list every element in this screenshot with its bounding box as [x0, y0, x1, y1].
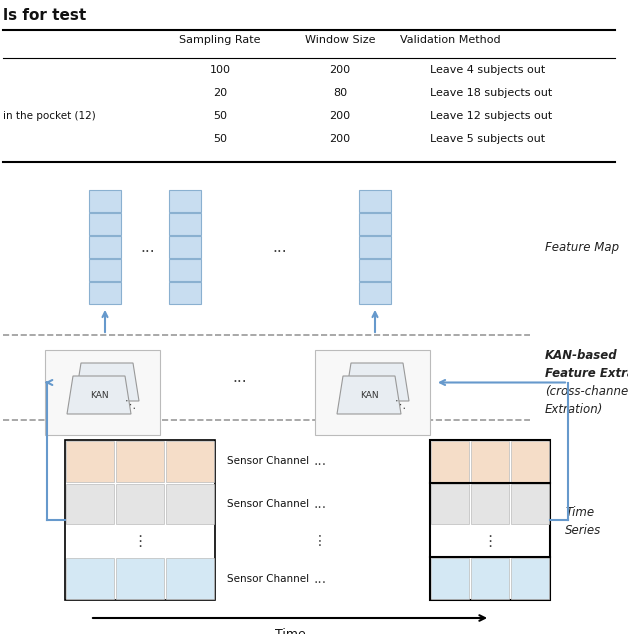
Bar: [89, 282, 121, 304]
Text: Leave 4 subjects out: Leave 4 subjects out: [430, 65, 545, 75]
Bar: [169, 236, 201, 258]
Text: Feature Map: Feature Map: [545, 241, 619, 254]
Bar: [359, 190, 391, 212]
Bar: [45, 350, 160, 435]
Bar: [430, 440, 550, 600]
Text: 200: 200: [330, 134, 350, 144]
Text: KAN: KAN: [90, 391, 108, 399]
Bar: [169, 282, 201, 304]
Text: Validation Method: Validation Method: [399, 35, 501, 45]
Bar: [116, 559, 164, 599]
Text: Leave 12 subjects out: Leave 12 subjects out: [430, 111, 552, 121]
Polygon shape: [337, 376, 401, 414]
Bar: [65, 440, 215, 600]
Text: Sensor Channel: Sensor Channel: [227, 456, 309, 467]
Bar: [89, 213, 121, 235]
Bar: [431, 441, 469, 482]
Text: KAN: KAN: [367, 377, 386, 387]
Bar: [116, 484, 164, 524]
Text: ...: ...: [273, 240, 288, 255]
Bar: [66, 559, 114, 599]
Bar: [116, 441, 164, 482]
Bar: [66, 484, 114, 524]
Text: ...: ...: [141, 240, 155, 255]
Bar: [315, 350, 430, 435]
Bar: [359, 282, 391, 304]
Bar: [359, 236, 391, 258]
Text: Sampling Rate: Sampling Rate: [179, 35, 261, 45]
Bar: [89, 259, 121, 281]
Text: Feature Extractor: Feature Extractor: [545, 367, 628, 380]
Text: ⋮: ⋮: [133, 534, 148, 549]
Bar: [359, 213, 391, 235]
Text: ...: ...: [233, 370, 247, 385]
Bar: [166, 441, 214, 482]
Text: 200: 200: [330, 111, 350, 121]
Bar: [511, 484, 549, 524]
Bar: [166, 559, 214, 599]
Text: 20: 20: [213, 88, 227, 98]
Text: Sensor Channel: Sensor Channel: [227, 499, 309, 509]
Polygon shape: [75, 363, 139, 401]
Bar: [511, 441, 549, 482]
Text: 100: 100: [210, 65, 230, 75]
Text: ⋱: ⋱: [124, 400, 136, 410]
Text: ⋱: ⋱: [394, 400, 406, 410]
Bar: [166, 484, 214, 524]
Bar: [169, 213, 201, 235]
Text: Time: Time: [565, 505, 594, 519]
Text: Extration): Extration): [545, 403, 604, 416]
Text: KAN: KAN: [360, 391, 378, 399]
Bar: [169, 190, 201, 212]
Text: (cross-channel: (cross-channel: [545, 385, 628, 398]
Bar: [169, 259, 201, 281]
Bar: [431, 559, 469, 599]
Text: Sensor Channel: Sensor Channel: [227, 574, 309, 584]
Text: Time: Time: [274, 628, 305, 634]
Bar: [431, 484, 469, 524]
Text: Leave 18 subjects out: Leave 18 subjects out: [430, 88, 552, 98]
Text: Leave 5 subjects out: Leave 5 subjects out: [430, 134, 545, 144]
Text: 200: 200: [330, 65, 350, 75]
Bar: [471, 441, 509, 482]
Text: KAN: KAN: [98, 377, 116, 387]
Text: ...: ...: [313, 572, 327, 586]
Text: Window Size: Window Size: [305, 35, 376, 45]
Text: 50: 50: [213, 111, 227, 121]
Bar: [66, 441, 114, 482]
Bar: [471, 484, 509, 524]
Text: 50: 50: [213, 134, 227, 144]
Bar: [89, 236, 121, 258]
Text: ⋮: ⋮: [313, 534, 327, 548]
Text: ⋮: ⋮: [482, 534, 497, 549]
Bar: [359, 259, 391, 281]
Text: ...: ...: [313, 497, 327, 511]
Bar: [89, 190, 121, 212]
Text: ls for test: ls for test: [3, 8, 86, 23]
Text: Series: Series: [565, 524, 601, 536]
Polygon shape: [67, 376, 131, 414]
Text: in the pocket (12): in the pocket (12): [3, 111, 95, 121]
Polygon shape: [345, 363, 409, 401]
Text: KAN-based: KAN-based: [545, 349, 617, 362]
Text: 80: 80: [333, 88, 347, 98]
Bar: [511, 559, 549, 599]
Text: ...: ...: [313, 455, 327, 469]
Bar: [471, 559, 509, 599]
